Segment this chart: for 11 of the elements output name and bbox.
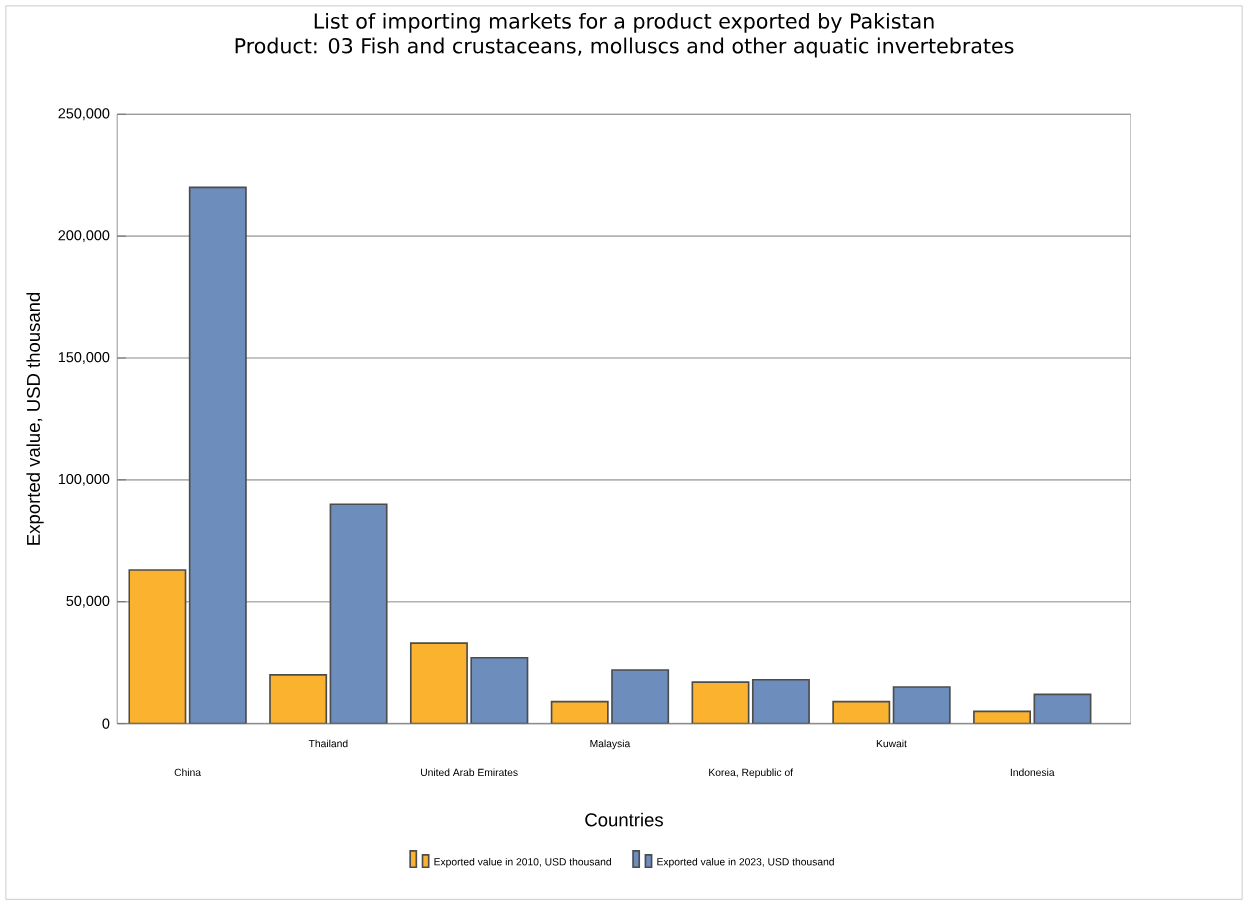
chart-subtitle: Product: 03 Fish and crustaceans, molluscs and other aquatic invertebrates xyxy=(235,37,1014,58)
bar xyxy=(611,669,670,724)
y-axis-title: Exported value, USD thousand xyxy=(26,293,44,546)
bar xyxy=(892,686,951,724)
bar xyxy=(470,657,529,724)
bar xyxy=(188,186,247,724)
bar xyxy=(751,679,810,724)
bar xyxy=(329,503,388,724)
chart-title: List of importing markets for a product exported by Pakistan xyxy=(314,13,934,34)
x-axis-title: Countries xyxy=(585,813,663,827)
bar xyxy=(1033,693,1092,724)
